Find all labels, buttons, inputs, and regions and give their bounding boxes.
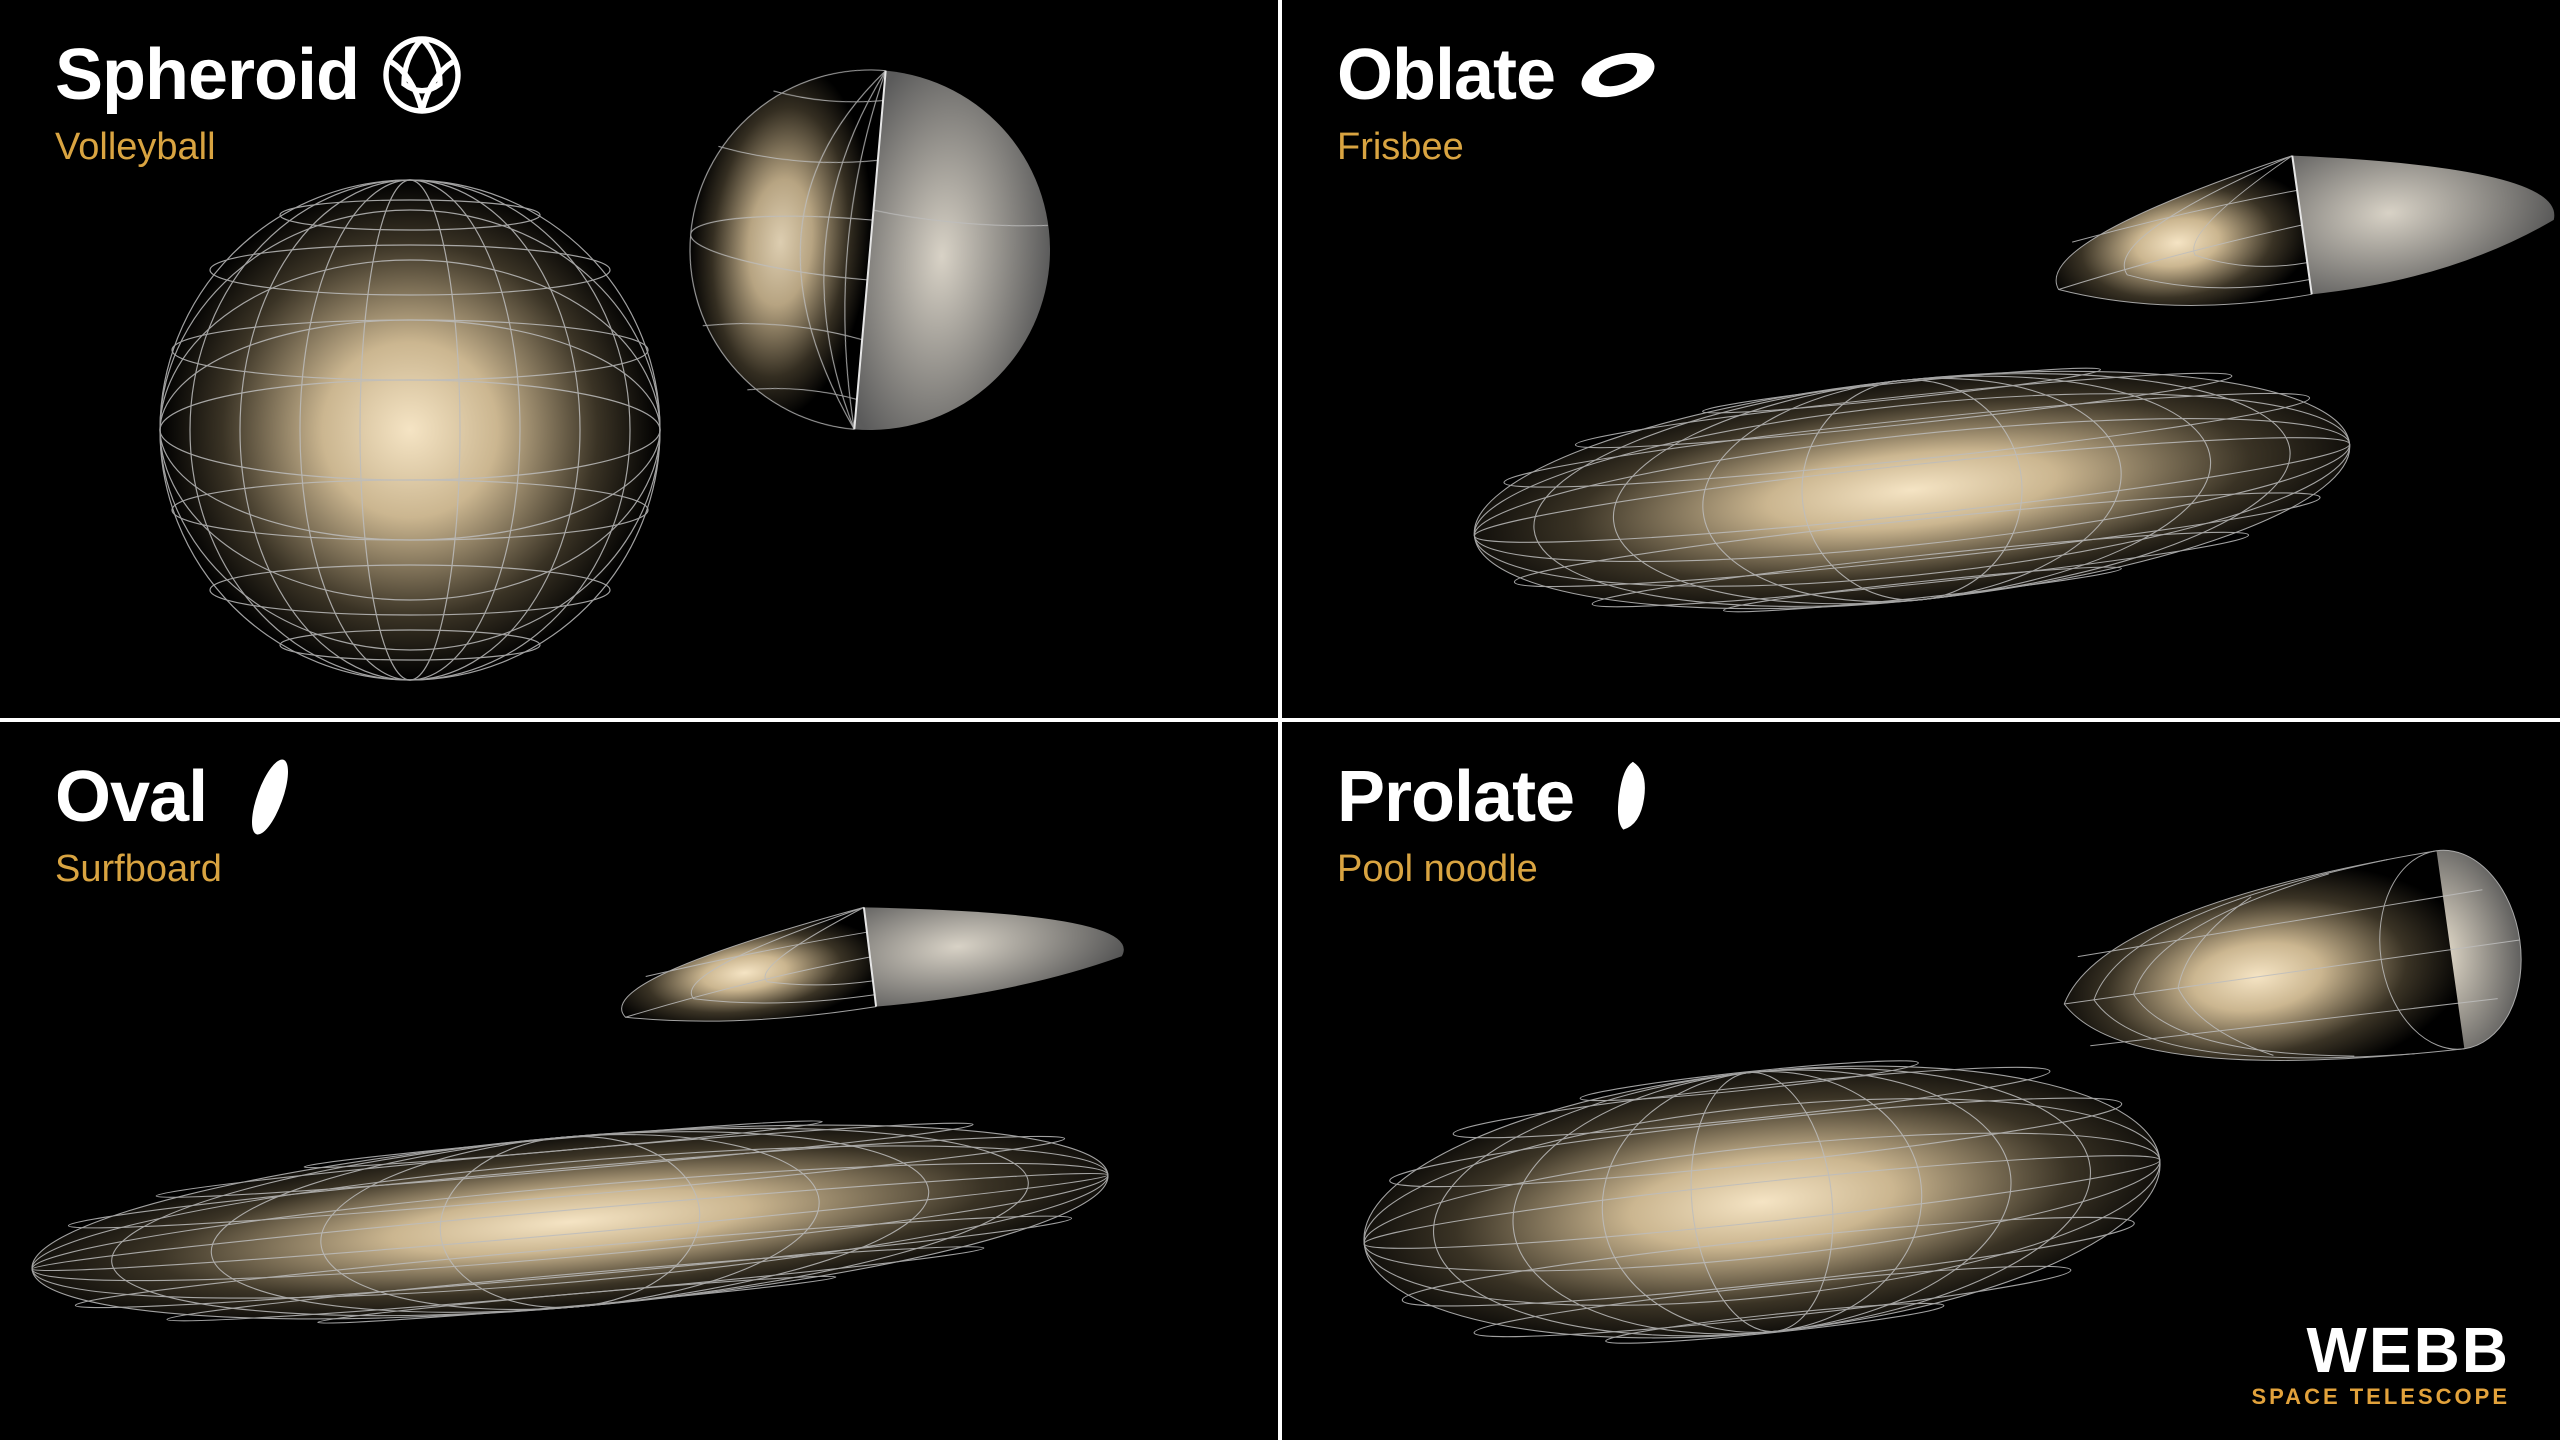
panel-subtitle: Pool noodle bbox=[1337, 848, 1682, 891]
volleyball-icon bbox=[377, 30, 467, 120]
poolnoodle-icon bbox=[1592, 752, 1682, 842]
logo-main: WEBB bbox=[2251, 1318, 2510, 1382]
label-block: Spheroid Volleyball bbox=[55, 30, 467, 169]
panel-subtitle: Surfboard bbox=[55, 848, 315, 891]
panel-title: Oblate bbox=[1337, 34, 1555, 116]
webb-logo: WEBB SPACE TELESCOPE bbox=[2251, 1318, 2510, 1410]
logo-sub: SPACE TELESCOPE bbox=[2251, 1384, 2510, 1410]
label-block: Oval Surfboard bbox=[55, 752, 315, 891]
label-block: Oblate Frisbee bbox=[1337, 30, 1663, 169]
panel-oblate: Oblate Frisbee bbox=[1282, 0, 2560, 718]
label-block: Prolate Pool noodle bbox=[1337, 752, 1682, 891]
frisbee-icon bbox=[1573, 30, 1663, 120]
panel-title: Oval bbox=[55, 756, 207, 838]
panel-title: Prolate bbox=[1337, 756, 1574, 838]
panel-spheroid: Spheroid Volleyball bbox=[0, 0, 1278, 718]
panel-prolate: Prolate Pool noodle bbox=[1282, 722, 2560, 1440]
panel-subtitle: Frisbee bbox=[1337, 126, 1663, 169]
panel-oval: Oval Surfboard bbox=[0, 722, 1278, 1440]
panel-title: Spheroid bbox=[55, 34, 359, 116]
surfboard-icon bbox=[225, 752, 315, 842]
panel-subtitle: Volleyball bbox=[55, 126, 467, 169]
panel-grid: Spheroid Volleyball bbox=[0, 0, 2560, 1440]
